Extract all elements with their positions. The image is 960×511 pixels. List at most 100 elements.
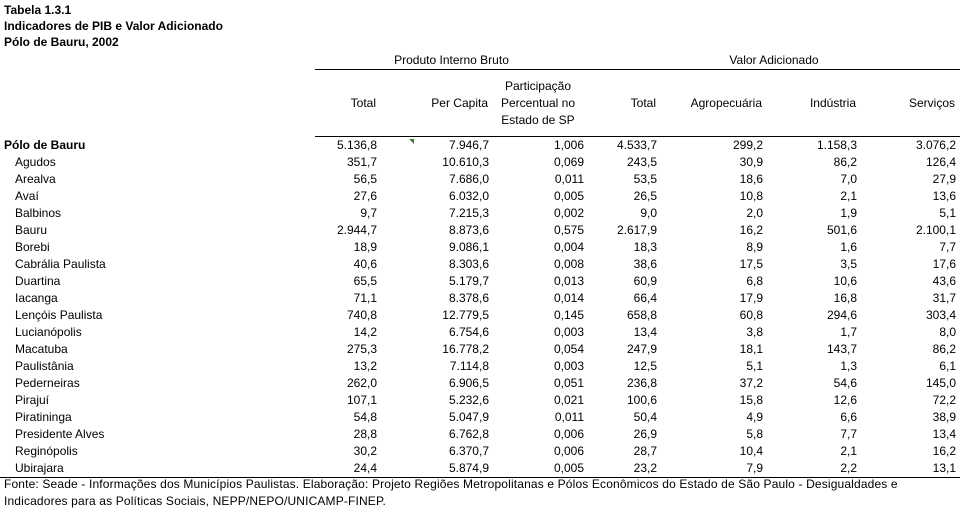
cell-total: 107,1 <box>346 393 377 407</box>
row-name: Macatuba <box>15 342 68 356</box>
row-name: Reginópolis <box>15 444 78 458</box>
cell-per-capita: 5.232,6 <box>448 393 489 407</box>
cell-ind: 16,8 <box>833 291 857 305</box>
cell-agro: 4,9 <box>746 410 763 424</box>
cell-per-capita: 9.086,1 <box>448 240 489 254</box>
table-row: Reginópolis 30,2 6.370,7 0,006 28,7 10,4 2,1 16… <box>0 443 960 460</box>
cell-agro: 60,8 <box>739 308 763 322</box>
cell-agro: 5,8 <box>746 427 763 441</box>
cell-serv: 13,1 <box>861 460 960 478</box>
cell-ind: 501,6 <box>826 223 857 237</box>
cell-serv: 27,9 <box>932 172 956 186</box>
row-name: Paulistânia <box>15 359 74 373</box>
row-name: Pirajuí <box>15 393 50 407</box>
row-name: Cabrália Paulista <box>15 257 106 271</box>
cell-va-total: 60,9 <box>633 274 657 288</box>
cell-serv: 3.076,2 <box>915 138 956 152</box>
group-header-va: Valor Adicionado <box>588 52 960 70</box>
col-header-agropecuaria: Agropecuária <box>661 69 767 137</box>
corner-cell <box>0 52 315 70</box>
cell-ind: 2,2 <box>767 460 861 478</box>
cell-part: 1,006 <box>553 138 584 152</box>
table-row: Piratininga 54,8 5.047,9 0,011 50,4 4,9 6,6 38,… <box>0 409 960 426</box>
row-name: Iacanga <box>15 291 58 305</box>
cell-serv: 6,1 <box>939 359 956 373</box>
table-row: Presidente Alves 28,8 6.762,8 0,006 26,9 5,8 7… <box>0 426 960 443</box>
cell-part: 0,069 <box>553 155 584 169</box>
cell-per-capita: 8.378,6 <box>448 291 489 305</box>
cell-ind: 294,6 <box>826 308 857 322</box>
row-name: Ubirajara <box>0 460 315 478</box>
cell-ind: 1,9 <box>840 206 857 220</box>
cell-part: 0,004 <box>553 240 584 254</box>
row-name: Arealva <box>15 172 56 186</box>
table-body: Pólo de Bauru 5.136,8 7.946,7 1,006 4.533,7 2… <box>0 137 960 478</box>
cell-va-total: 243,5 <box>626 155 657 169</box>
row-name: Piratininga <box>15 410 72 424</box>
cell-per-capita: 7.215,3 <box>448 206 489 220</box>
cell-per-capita: 6.762,8 <box>448 427 489 441</box>
table-row: Agudos 351,7 10.610,3 0,069 243,5 30,9 86,2 126… <box>0 154 960 171</box>
cell-per-capita: 10.610,3 <box>442 155 489 169</box>
cell-agro: 2,0 <box>746 206 763 220</box>
source-footnote: Fonte: Seade - Informações dos Município… <box>4 477 898 508</box>
cell-total: 14,2 <box>353 325 377 339</box>
cell-serv: 16,2 <box>932 444 956 458</box>
cell-ind: 1,7 <box>840 325 857 339</box>
table-row: Bauru 2.944,7 8.873,6 0,575 2.617,9 16,2 501,6… <box>0 222 960 239</box>
cell-ind: 3,5 <box>840 257 857 271</box>
cell-total: 56,5 <box>353 172 377 186</box>
table-row: Ubirajara 24,4 5.874,9 0,005 23,2 7,9 2,2 13,1 <box>0 460 960 478</box>
cell-per-capita: 7.114,8 <box>449 359 489 373</box>
col-header-servicos: Serviços <box>861 69 960 137</box>
table-row: Arealva 56,5 7.686,0 0,011 53,5 18,6 7,0 27,9 <box>0 171 960 188</box>
cell-serv: 145,0 <box>925 376 956 390</box>
cell-ind: 6,6 <box>840 410 857 424</box>
cell-ind: 2,1 <box>840 444 857 458</box>
cell-part: 0,011 <box>554 172 584 186</box>
cell-va-total: 50,4 <box>633 410 657 424</box>
cell-part: 0,021 <box>553 393 584 407</box>
cell-total: 40,6 <box>353 257 377 271</box>
cell-agro: 10,8 <box>739 189 763 203</box>
table-row: Pirajuí 107,1 5.232,6 0,021 100,6 15,8 12,6 72,… <box>0 392 960 409</box>
cell-agro: 18,1 <box>739 342 763 356</box>
table-row: Lucianópolis 14,2 6.754,6 0,003 13,4 3,8 1,7 8,… <box>0 324 960 341</box>
cell-part: 0,051 <box>553 376 584 390</box>
table-title: Indicadores de PIB e Valor Adicionado <box>4 19 223 33</box>
cell-total: 65,5 <box>353 274 377 288</box>
cell-serv: 43,6 <box>932 274 956 288</box>
cell-total: 24,4 <box>315 460 381 478</box>
cell-total: 2.944,7 <box>336 223 377 237</box>
cell-part: 0,575 <box>553 223 584 237</box>
cell-total: 18,9 <box>353 240 377 254</box>
col-header-industria: Indústria <box>767 69 861 137</box>
row-name: Bauru <box>15 223 48 237</box>
cell-serv: 38,9 <box>932 410 956 424</box>
cell-agro: 17,9 <box>739 291 763 305</box>
row-name: Agudos <box>15 155 56 169</box>
cell-total: 5.136,8 <box>336 138 377 152</box>
cell-per-capita: 7.946,7 <box>448 138 489 152</box>
col-header-per-capita: Per Capita <box>381 69 493 137</box>
cell-per-capita: 16.778,2 <box>442 342 489 356</box>
cell-serv: 17,6 <box>932 257 956 271</box>
cell-ind: 10,6 <box>833 274 857 288</box>
cell-agro: 3,8 <box>746 325 763 339</box>
cell-per-capita: 12.779,5 <box>442 308 489 322</box>
cell-agro: 5,1 <box>746 359 763 373</box>
cell-part: 0,006 <box>553 444 584 458</box>
cell-part: 0,008 <box>553 257 584 271</box>
cell-agro: 16,2 <box>739 223 763 237</box>
cell-serv: 303,4 <box>925 308 956 322</box>
cell-agro: 7,9 <box>661 460 767 478</box>
cell-part: 0,013 <box>553 274 584 288</box>
col-header-total: Total <box>315 69 381 137</box>
cell-per-capita: 8.303,6 <box>448 257 489 271</box>
cell-total: 54,8 <box>353 410 377 424</box>
cell-per-capita: 6.754,6 <box>448 325 489 339</box>
cell-va-total: 26,5 <box>633 189 657 203</box>
cell-ind: 7,0 <box>840 172 857 186</box>
cell-va-total: 4.533,7 <box>616 138 657 152</box>
cell-part: 0,005 <box>553 189 584 203</box>
